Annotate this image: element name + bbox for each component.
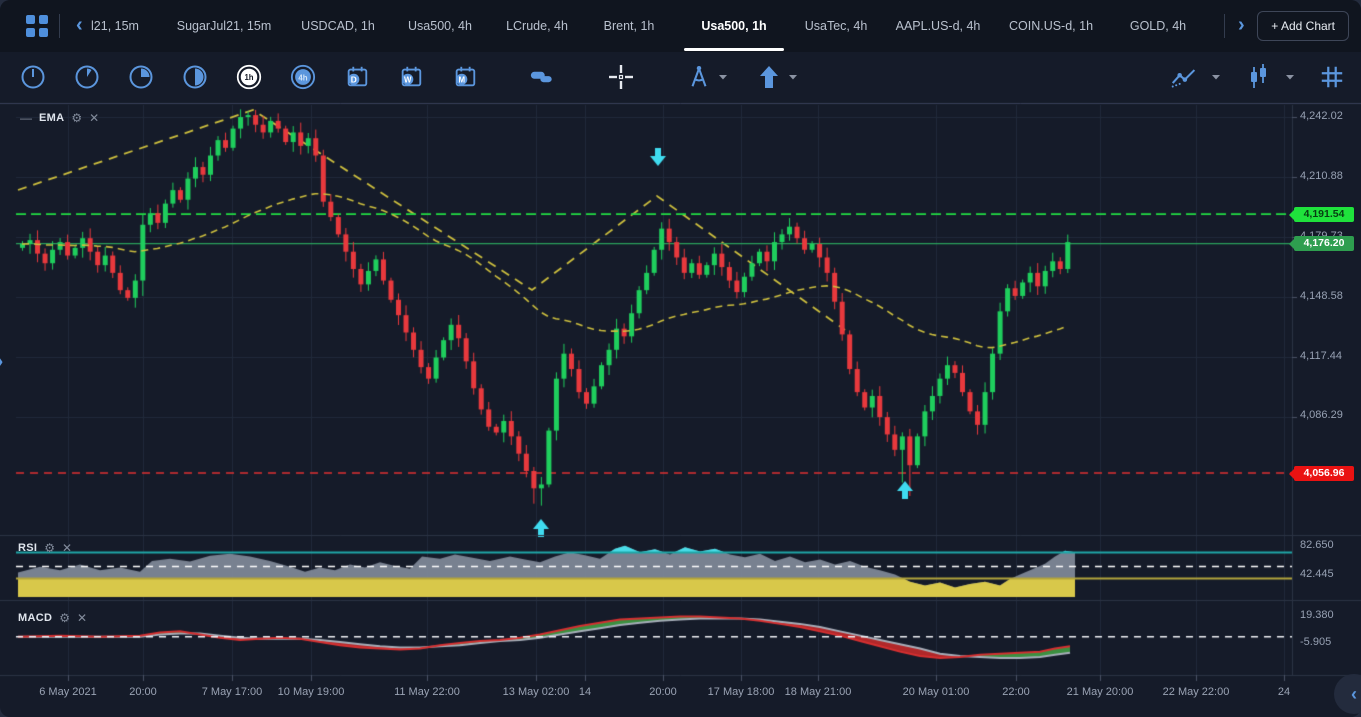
time-axis-label: 14	[578, 686, 592, 698]
time-axis-label: 17 May 18:00	[707, 686, 775, 698]
left-panel-expand-icon[interactable]: ›	[0, 348, 3, 374]
bottom-right-collapse-icon[interactable]: ‹	[1334, 674, 1361, 714]
ema-color-swatch: —	[20, 111, 32, 125]
ema-settings-gear-icon[interactable]: ⚙	[71, 111, 83, 125]
rsi-settings-gear-icon[interactable]: ⚙	[44, 541, 56, 555]
rsi-indicator-name: RSI	[18, 542, 38, 554]
ema-remove-icon[interactable]: ✕	[89, 111, 100, 125]
time-axis-label: 7 May 17:00	[201, 686, 263, 698]
support-price-tag: 4,056.96	[1289, 466, 1354, 481]
rsi-axis-label: 82.650	[1300, 539, 1334, 551]
time-axis-label: 22 May 22:00	[1162, 686, 1230, 698]
price-axis-label: 4,086.29	[1300, 409, 1343, 421]
time-axis-label: 20 May 01:00	[902, 686, 970, 698]
price-axis-label: 4,117.44	[1300, 350, 1343, 362]
time-axis-label: 11 May 22:00	[394, 686, 460, 698]
macd-settings-gear-icon[interactable]: ⚙	[59, 611, 70, 625]
macd-axis-label: -5.905	[1300, 636, 1332, 648]
price-axis-label: 4,210.88	[1300, 170, 1343, 182]
ema-indicator-legend: — EMA ⚙ ✕	[20, 111, 99, 125]
time-axis-label: 10 May 19:00	[277, 686, 345, 698]
price-axis-label: 4,242.02	[1300, 110, 1343, 122]
price-axis-label: 4,148.58	[1300, 290, 1343, 302]
ema-indicator-name: EMA	[39, 112, 65, 124]
time-axis-label: 18 May 21:00	[784, 686, 852, 698]
time-axis-label: 22:00	[1002, 686, 1030, 698]
rsi-remove-icon[interactable]: ✕	[62, 541, 73, 555]
macd-axis-label: 19.380	[1300, 609, 1334, 621]
macd-indicator-legend: MACD ⚙ ✕	[18, 611, 87, 625]
resistance-price-tag: 4,191.54	[1289, 207, 1354, 222]
macd-remove-icon[interactable]: ✕	[76, 611, 88, 625]
time-axis-label: 20:00	[129, 686, 157, 698]
rsi-axis-label: 42.445	[1300, 568, 1334, 580]
rsi-indicator-legend: RSI ⚙ ✕	[18, 541, 72, 555]
time-axis-label: 20:00	[649, 686, 677, 698]
time-axis-label: 13 May 02:00	[502, 686, 570, 698]
macd-indicator-name: MACD	[18, 612, 53, 624]
time-axis-label: 24	[1277, 686, 1291, 698]
time-axis-label: 21 May 20:00	[1066, 686, 1134, 698]
current-price-tag: 4,176.20	[1289, 236, 1354, 251]
time-axis-label: 6 May 2021	[39, 686, 97, 698]
